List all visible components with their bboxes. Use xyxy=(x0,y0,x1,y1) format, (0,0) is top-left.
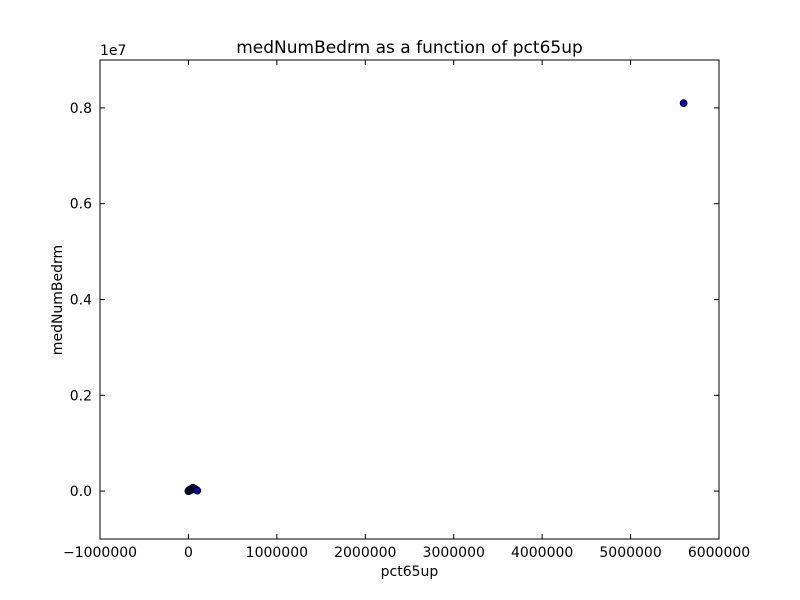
y-tick-label: 0.8 xyxy=(70,101,92,117)
x-tick-label: 6000000 xyxy=(688,545,750,561)
x-tick-label: 2000000 xyxy=(334,545,396,561)
y-tick-label: 0.2 xyxy=(70,388,92,404)
x-tick-label: 1000000 xyxy=(246,545,308,561)
data-point xyxy=(193,486,202,495)
x-tick-label: 4000000 xyxy=(511,545,573,561)
x-tick-label: 0 xyxy=(184,545,193,561)
y-tick-label: 0.0 xyxy=(70,484,92,500)
x-tick-label: 5000000 xyxy=(599,545,661,561)
plot-frame xyxy=(99,59,720,540)
chart-title: medNumBedrm as a function of pct65up xyxy=(236,38,583,58)
y-axis-ticks: 0.0 0.2 0.4 0.6 0.8 xyxy=(70,101,719,500)
x-tick-label: −1000000 xyxy=(63,545,137,561)
data-point xyxy=(679,99,688,108)
data-points xyxy=(184,99,688,496)
x-tick-label: 3000000 xyxy=(423,545,485,561)
y-tick-label: 0.4 xyxy=(70,293,92,309)
x-axis-label: pct65up xyxy=(381,564,439,580)
x-axis-ticks: −1000000 0 1000000 2000000 3000000 4000000 500… xyxy=(63,60,750,561)
y-tick-label: 0.6 xyxy=(70,197,92,213)
y-axis-label: medNumBedrm xyxy=(50,245,66,355)
y-axis-offset-label: 1e7 xyxy=(100,43,126,59)
plot-area xyxy=(100,60,719,539)
